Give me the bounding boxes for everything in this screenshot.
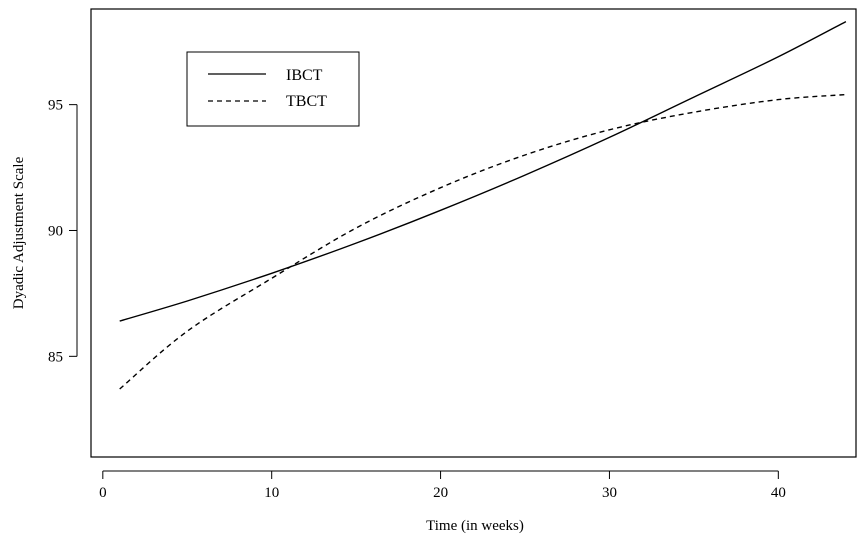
x-axis: 0 10 20 30 40: [99, 470, 786, 501]
legend-label-tbct: TBCT: [286, 93, 327, 110]
legend: IBCT TBCT: [186, 51, 360, 127]
x-tick-label-10: 10: [264, 485, 279, 501]
y-tick-label-85: 85: [48, 349, 63, 365]
x-tick-label-40: 40: [771, 485, 786, 501]
y-tick-label-95: 95: [48, 98, 63, 114]
y-axis: 85 90 95: [48, 98, 78, 365]
legend-label-ibct: IBCT: [286, 67, 323, 84]
y-axis-label: Dyadic Adjustment Scale: [11, 156, 27, 309]
x-tick-label-20: 20: [433, 485, 448, 501]
series-layer: [119, 20, 847, 390]
x-tick-label-30: 30: [602, 485, 617, 501]
y-tick-label-90: 90: [48, 223, 63, 239]
legend-box: [186, 51, 360, 127]
x-axis-label: Time (in weeks): [426, 518, 524, 534]
plot-frame: [90, 8, 857, 458]
series-line-tbct: [119, 93, 846, 390]
series-line-ibct: [119, 20, 847, 322]
x-tick-label-0: 0: [99, 485, 107, 501]
